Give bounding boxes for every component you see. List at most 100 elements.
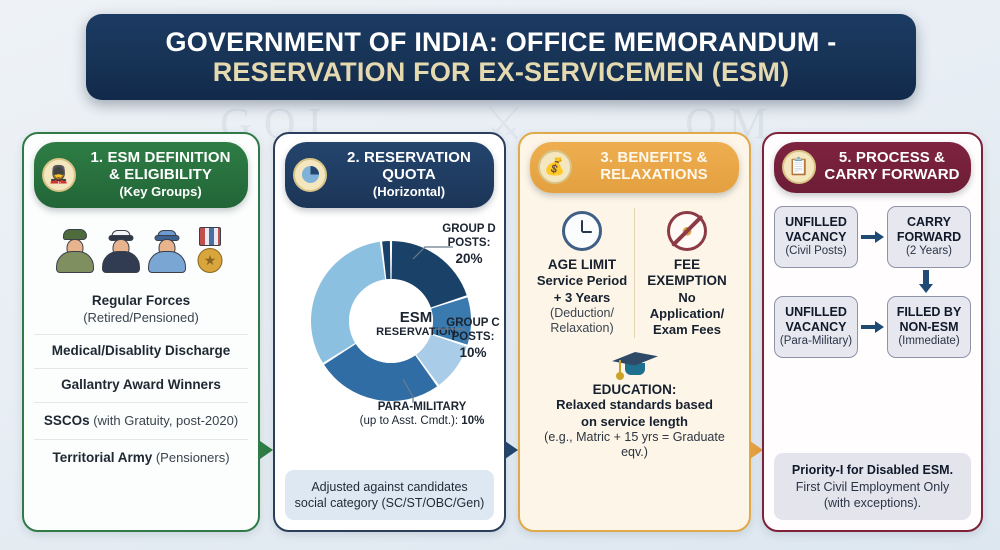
- box4-line2: NON-ESM: [899, 320, 959, 335]
- quota-note: Adjusted against candidates social categ…: [285, 469, 494, 520]
- box3-sub: (Para-Military): [779, 334, 853, 347]
- document-check-icon: 📋: [782, 150, 816, 184]
- donut-segment: [311, 241, 386, 364]
- benefit-fee-exemption: ● FEE EXEMPTION No Application/ Exam Fee…: [635, 208, 739, 338]
- item-strong: Territorial Army: [52, 450, 153, 466]
- callout-group-c-line2: POSTS:: [451, 330, 495, 343]
- card2-title-line2: QUOTA: [382, 165, 436, 183]
- education-sub2: eqv.): [621, 445, 648, 460]
- card3-title-line1: 3. BENEFITS &: [600, 149, 708, 167]
- card2-header: 2. RESERVATION QUOTA (Horizontal): [285, 142, 494, 209]
- card2-subtitle: (Horizontal): [372, 183, 446, 199]
- force-icons-row: ★: [55, 227, 227, 274]
- navy-officer-icon: [101, 229, 141, 274]
- card4-header: 📋 5. PROCESS & CARRY FORWARD: [774, 142, 971, 193]
- flow-row-bottom: UNFILLED VACANCY (Para-Military) FILLED …: [774, 296, 971, 358]
- flow-arrow-down: [774, 270, 971, 294]
- benefits-row: AGE LIMIT Service Period + 3 Years (Dedu…: [530, 208, 739, 339]
- connector-arrow-2: [505, 441, 518, 459]
- donut-center-line1: ESM: [399, 309, 433, 327]
- callout-para-value: 10%: [461, 414, 485, 427]
- item-sub: (with Gratuity, post-2020): [89, 413, 239, 429]
- gallantry-medal-icon: ★: [193, 227, 227, 274]
- flow-row-top: UNFILLED VACANCY (Civil Posts) CARRY FOR…: [774, 206, 971, 268]
- box3-line2: VACANCY: [785, 320, 847, 335]
- list-item: SSCOs (with Gratuity, post-2020): [34, 403, 248, 441]
- cards-container: 💂 1. ESM DEFINITION & ELIGIBILITY (Key G…: [0, 132, 1000, 538]
- box1-line2: VACANCY: [785, 230, 847, 245]
- callout-group-d-line2: POSTS:: [447, 236, 491, 249]
- box2-sub: (2 Years): [905, 244, 953, 257]
- box4-sub: (Immediate): [898, 334, 960, 347]
- flow-arrow-right-2: [860, 320, 885, 334]
- flow-box-carry-forward: CARRY FORWARD (2 Years): [887, 206, 971, 268]
- item-strong: Gallantry Award Winners: [61, 377, 221, 393]
- priority-note-line1: Priority-I for Disabled ESM.: [791, 463, 954, 478]
- fee-exemption-line1: No: [678, 289, 696, 305]
- card3-title-line2: RELAXATIONS: [600, 166, 708, 183]
- card4-title-line1: 5. PROCESS &: [838, 149, 946, 167]
- callout-group-d: GROUP D POSTS: 20%: [425, 223, 513, 267]
- process-flow-diagram: UNFILLED VACANCY (Civil Posts) CARRY FOR…: [774, 206, 971, 358]
- box3-line1: UNFILLED: [785, 305, 847, 320]
- flow-box-filled-non-esm: FILLED BY NON-ESM (Immediate): [887, 296, 971, 358]
- card1-title-line1: 1. ESM DEFINITION: [90, 149, 231, 166]
- clock-icon: [562, 211, 602, 251]
- graduation-cap-icon: [612, 350, 658, 381]
- age-limit-title: AGE LIMIT: [547, 257, 617, 272]
- card-reservation-quota: 2. RESERVATION QUOTA (Horizontal) ESM RE…: [273, 132, 506, 532]
- card3-header: 💰 3. BENEFITS & RELAXATIONS: [530, 142, 739, 193]
- age-limit-line2: + 3 Years: [553, 289, 611, 305]
- quota-note-line2: social category (SC/ST/OBC/Gen): [294, 495, 485, 510]
- flow-arrow-right-1: [860, 230, 885, 244]
- callout-group-d-value: 20%: [455, 250, 483, 266]
- quota-note-line1: Adjusted against candidates: [311, 479, 468, 494]
- education-line1: Relaxed standards based: [556, 397, 713, 413]
- card1-title-line2: & ELIGIBILITY: [109, 165, 212, 183]
- box1-line1: UNFILLED: [785, 215, 847, 230]
- priority-note-line2: First Civil Employment Only: [795, 479, 950, 494]
- box1-sub: (Civil Posts): [785, 244, 847, 257]
- priority-note-line3: (with exceptions).: [823, 495, 922, 510]
- soldier-icon: 💂: [42, 157, 76, 192]
- age-limit-sub1: (Deduction/: [550, 305, 614, 320]
- card2-title-line1: 2. RESERVATION: [347, 149, 471, 166]
- box2-line1: CARRY: [907, 215, 951, 230]
- callout-group-c-line1: GROUP C: [446, 317, 500, 330]
- donut-segment: [431, 297, 471, 345]
- card1-header: 💂 1. ESM DEFINITION & ELIGIBILITY (Key G…: [34, 142, 248, 209]
- card-process-carry-forward: 📋 5. PROCESS & CARRY FORWARD UNFILLED VA…: [762, 132, 983, 532]
- callout-group-d-line1: GROUP D: [442, 223, 496, 236]
- connector-arrow-3: [750, 441, 763, 459]
- education-sub1: (e.g., Matric + 15 yrs = Graduate: [544, 429, 725, 444]
- item-strong: SSCOs: [43, 413, 90, 429]
- item-sub: (Pensioners): [152, 450, 230, 466]
- list-item: Territorial Army (Pensioners): [34, 440, 248, 476]
- no-fee-icon: ●: [667, 211, 707, 251]
- item-sub: (Retired/Pensioned): [83, 310, 199, 326]
- pie-chart-icon: [293, 157, 327, 192]
- fee-exemption-title: FEE EXEMPTION: [647, 257, 727, 289]
- callout-group-c-value: 10%: [459, 344, 487, 360]
- age-limit-sub2: Relaxation): [550, 321, 614, 336]
- education-line2: on service length: [581, 413, 688, 429]
- page-title-banner: GOVERNMENT OF INDIA: OFFICE MEMORANDUM -…: [86, 14, 916, 100]
- flow-box-unfilled-civil: UNFILLED VACANCY (Civil Posts): [774, 206, 858, 268]
- connector-arrow-1: [260, 441, 273, 459]
- donut-segment: [416, 334, 467, 386]
- benefit-age-limit: AGE LIMIT Service Period + 3 Years (Dedu…: [530, 208, 635, 339]
- fee-exemption-line3: Exam Fees: [653, 322, 721, 338]
- flow-box-unfilled-para: UNFILLED VACANCY (Para-Military): [774, 296, 858, 358]
- reservation-donut-chart: ESM RESERVATION GROUP D POSTS: 20% GROUP…: [285, 219, 500, 451]
- donut-segment: [382, 241, 391, 280]
- callout-para-line1: PARA-MILITARY: [377, 401, 467, 414]
- item-strong: Regular Forces: [91, 293, 191, 309]
- army-officer-icon: [55, 229, 95, 274]
- donut-segment: [391, 241, 467, 308]
- age-limit-line1: Service Period: [536, 273, 628, 289]
- page-title-line2: RESERVATION FOR EX-SERVICEMEN (ESM): [212, 57, 790, 87]
- callout-para-line2: (up to Asst. Cmdt.):: [359, 414, 462, 427]
- list-item: Regular Forces (Retired/Pensioned): [34, 285, 248, 336]
- callout-para-military: PARA-MILITARY (up to Asst. Cmdt.): 10%: [327, 401, 517, 429]
- hand-coin-icon: 💰: [538, 150, 572, 184]
